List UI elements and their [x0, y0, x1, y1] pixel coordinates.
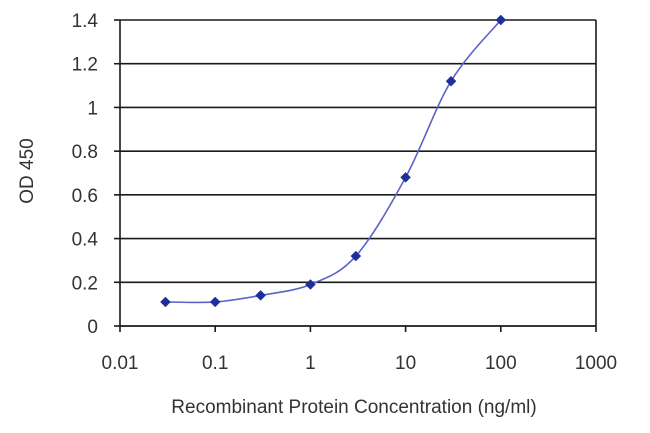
data-point-7 [495, 14, 507, 26]
grid-lines [120, 19, 596, 327]
data-point-0 [160, 296, 171, 308]
x-axis-ticks: 0.01 0.1 1 10 100 1000 [102, 326, 617, 374]
y-tick-label-1: 0.2 [72, 273, 98, 294]
data-points [160, 14, 507, 308]
y-tick-label-4: 0.8 [72, 142, 98, 163]
data-point-1 [209, 296, 221, 308]
fit-curve-layer [165, 19, 502, 304]
data-point-4 [350, 250, 362, 262]
y-tick-label-2: 0.4 [72, 230, 99, 251]
x-tick-label-3: 10 [395, 353, 416, 374]
data-point-3 [305, 279, 316, 290]
y-axis-title: OD 450 [17, 138, 38, 203]
x-tick-label-5: 1000 [575, 353, 617, 374]
y-tick-label-3: 0.6 [72, 186, 98, 207]
data-point-2 [255, 290, 266, 301]
x-tick-label-0: 0.01 [102, 353, 139, 374]
x-tick-label-1: 0.1 [202, 353, 228, 374]
plot-frame [119, 20, 597, 327]
data-point-5 [400, 172, 411, 183]
y-axis-ticks: 0 0.2 0.4 0.6 0.8 1 1.2 1.4 [72, 11, 120, 338]
fit-curve [165, 19, 502, 304]
y-tick-label-5: 1 [87, 98, 98, 119]
data-point-6 [445, 75, 457, 87]
x-axis-title: Recombinant Protein Concentration (ng/ml… [171, 397, 536, 418]
y-tick-label-0: 0 [87, 317, 98, 338]
y-tick-label-7: 1.4 [72, 11, 99, 32]
x-tick-label-4: 100 [485, 353, 517, 374]
x-tick-label-2: 1 [305, 353, 316, 374]
y-tick-label-6: 1.2 [72, 55, 98, 76]
